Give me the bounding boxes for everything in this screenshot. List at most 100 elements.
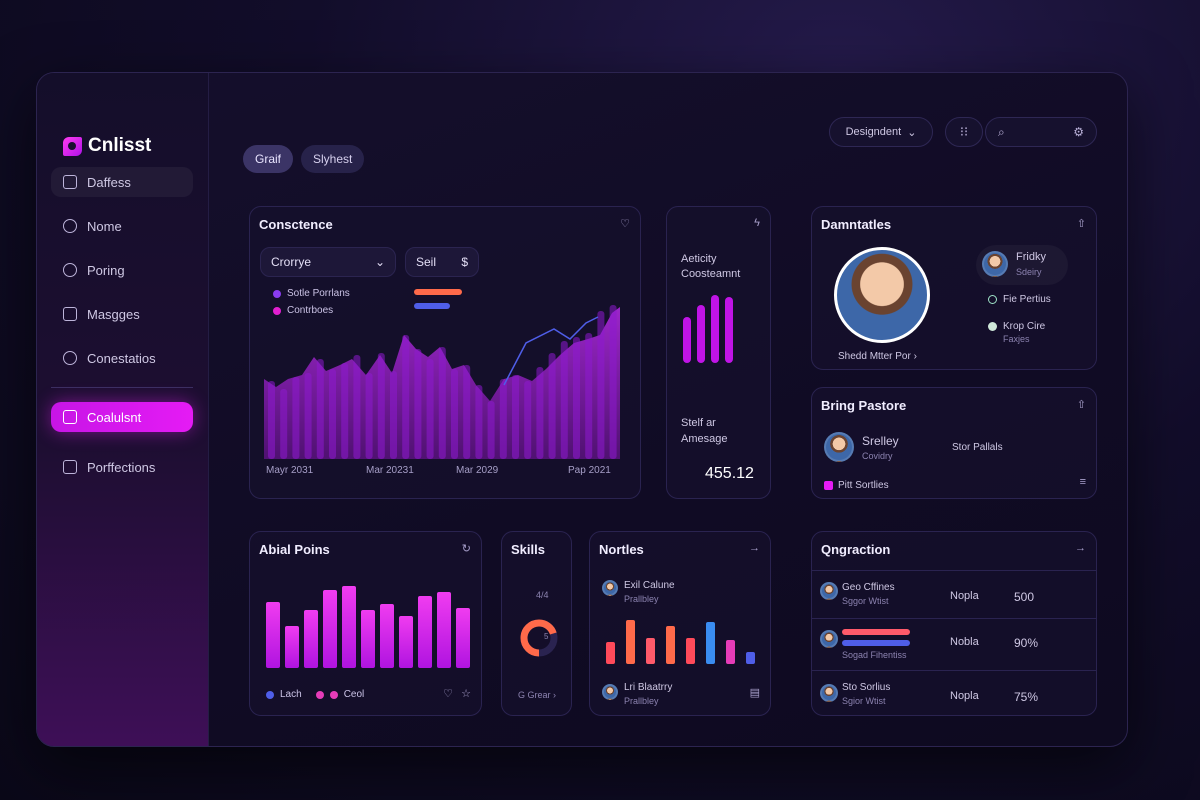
chart-bar <box>329 369 336 459</box>
row-divider <box>812 570 1096 571</box>
app-window: Cnlisst Daffess Nome Poring Masgges Cone… <box>36 72 1128 747</box>
row-divider <box>812 670 1096 671</box>
activity-label: Amesage <box>681 433 728 445</box>
chart-bar <box>536 367 544 459</box>
chart-bar <box>426 359 434 459</box>
chart-bar <box>268 381 275 459</box>
abial-poins-card: Abial Poins ↻ Lach Ceol ♡ ☆ <box>249 531 482 716</box>
contact-pill[interactable]: Fridky Sdeiry <box>976 245 1068 285</box>
sidebar-item-label: Conestatios <box>87 350 156 366</box>
notes-bar <box>746 652 755 664</box>
abial-bar <box>399 616 413 668</box>
chart-bar <box>390 371 397 459</box>
row-name: Geo Cffines <box>842 582 895 593</box>
menu-icon[interactable]: ≡ <box>1079 476 1086 488</box>
tag-icon <box>824 481 833 490</box>
avatar-large[interactable] <box>834 247 930 343</box>
chart-bar <box>402 335 410 459</box>
globe-icon <box>63 263 77 277</box>
abial-bar <box>380 604 394 668</box>
consistence-card: Consctence ♡ Crorrye ⌄ Seil $ Sotle Porr… <box>249 206 641 499</box>
notes-bar <box>666 626 675 664</box>
dantations-card: Damntatles ⇧ Shedd Mtter Por › Fridky Sd… <box>811 206 1097 370</box>
heart-icon[interactable]: ♡ <box>443 688 453 700</box>
legend-dot <box>315 690 324 699</box>
tag[interactable]: Pitt Sortlies <box>824 480 889 491</box>
note-sub: Prallbley <box>624 696 659 706</box>
status-dot-icon <box>988 322 997 331</box>
calendar-icon <box>63 175 77 189</box>
notes-bar <box>646 638 655 664</box>
seil-dropdown[interactable]: Seil $ <box>405 247 479 277</box>
document-icon[interactable]: ▤ <box>749 687 760 699</box>
card-title: Consctence <box>259 217 333 232</box>
avatar <box>820 684 838 702</box>
shield-icon[interactable]: ♡ <box>620 218 630 230</box>
chart-bar <box>573 337 580 459</box>
abial-bar <box>266 602 280 668</box>
star-icon[interactable]: ☆ <box>461 688 471 700</box>
sidebar-item-coalulsnt[interactable]: Coalulsnt <box>51 402 193 432</box>
x-tick-label: Mar 20231 <box>366 465 414 476</box>
legend-bar-orange <box>414 289 462 295</box>
ongraction-card: Qngraction → Geo Cffines Sggor Wtist Nop… <box>811 531 1097 716</box>
sidebar-item-conestatios[interactable]: Conestatios <box>51 343 193 373</box>
legend-label: Contrboes <box>287 305 334 316</box>
brand[interactable]: Cnlisst <box>63 135 151 157</box>
row-divider <box>812 618 1096 619</box>
card-title: Qngraction <box>821 542 891 557</box>
designdent-select[interactable]: Designdent ⌄ <box>829 117 933 147</box>
pin-icon[interactable]: ⇧ <box>1076 218 1086 230</box>
notes-bar <box>686 638 695 664</box>
status-label: Stor Pallals <box>952 442 1003 453</box>
grid-button[interactable]: ⁝⁝ <box>945 117 983 147</box>
search-input[interactable]: ⌕ ⚙ <box>985 117 1097 147</box>
activity-bar <box>683 317 691 363</box>
status-label: Fie Pertius <box>1003 294 1051 305</box>
person-caption[interactable]: Shedd Mtter Por › <box>838 351 917 362</box>
tab-graif[interactable]: Graif <box>243 145 294 173</box>
sidebar-item-label: Masgges <box>87 306 140 322</box>
chevron-down-icon: ⌄ <box>374 255 385 269</box>
activity-card: ϟ Aeticity Coosteamnt Stelf ar Amesage 4… <box>666 206 771 499</box>
refresh-icon[interactable]: ↻ <box>461 543 471 555</box>
status-item[interactable]: Krop Cire <box>988 321 1045 332</box>
status-item[interactable]: Fie Pertius <box>988 294 1051 305</box>
settings-icon[interactable]: ⚙ <box>1073 125 1084 139</box>
legend-item: Lach Ceol <box>266 689 364 700</box>
chart-bar <box>597 311 605 459</box>
briefcase-icon <box>63 410 77 424</box>
abial-bar <box>361 610 375 668</box>
sidebar-item-messages[interactable]: Masgges <box>51 299 193 329</box>
bolt-icon[interactable]: ϟ <box>754 217 760 229</box>
activity-sublabel: Coosteamnt <box>681 268 741 280</box>
x-tick-label: Mar 2029 <box>456 465 499 476</box>
avatar <box>602 580 618 596</box>
avatar <box>820 630 838 648</box>
arrow-icon[interactable]: → <box>749 542 760 554</box>
sidebar-item-daffess[interactable]: Daffess <box>51 167 193 197</box>
chart-bar <box>585 333 593 459</box>
tab-slyhest[interactable]: Slyhest <box>301 145 365 173</box>
crorrye-dropdown[interactable]: Crorrye ⌄ <box>260 247 396 277</box>
legend-dot <box>273 306 281 315</box>
sidebar-item-porffections[interactable]: Porffections <box>51 452 193 482</box>
abial-bar <box>456 608 470 668</box>
legend-dot <box>329 690 338 699</box>
arrow-icon[interactable]: → <box>1075 542 1086 554</box>
legend-item: Contrboes <box>273 305 333 316</box>
sidebar-item-nome[interactable]: Nome <box>51 211 193 241</box>
chevron-down-icon: ⌄ <box>907 126 917 139</box>
chart-bar <box>292 377 300 459</box>
activity-bar <box>725 297 733 363</box>
avatar[interactable] <box>824 432 854 462</box>
activity-label: Aeticity <box>681 253 717 265</box>
activity-value: 455.12 <box>705 465 754 482</box>
bring-pastore-card: Bring Pastore ⇧ Srelley Covidry Stor Pal… <box>811 387 1097 499</box>
tag-label: Pitt Sortlies <box>838 480 889 491</box>
person-name: Srelley <box>862 434 899 448</box>
sidebar-item-poring[interactable]: Poring <box>51 255 193 285</box>
skills-caption[interactable]: G Grear › <box>518 690 557 700</box>
legend-dot <box>266 690 274 699</box>
pin-icon[interactable]: ⇧ <box>1076 399 1086 411</box>
